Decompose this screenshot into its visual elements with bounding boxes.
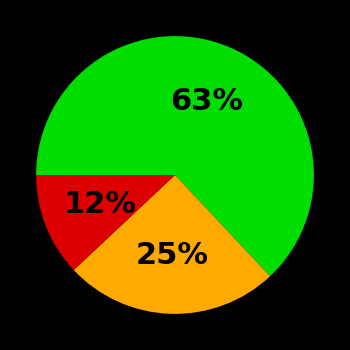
Text: 25%: 25% — [136, 241, 209, 270]
Wedge shape — [36, 175, 175, 270]
Text: 12%: 12% — [64, 190, 136, 219]
Wedge shape — [36, 36, 314, 276]
Text: 63%: 63% — [170, 86, 244, 116]
Wedge shape — [74, 175, 270, 314]
